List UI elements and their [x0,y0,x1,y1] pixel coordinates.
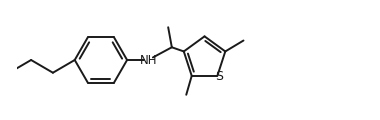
Text: NH: NH [139,54,157,66]
Text: S: S [215,70,223,83]
